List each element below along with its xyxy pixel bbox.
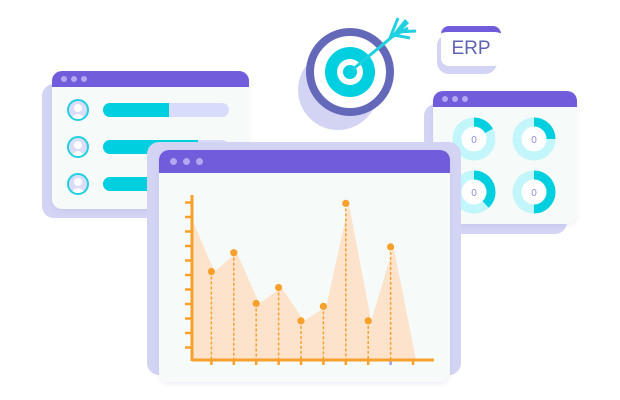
window-dot xyxy=(61,76,67,82)
window-dot xyxy=(170,158,177,165)
target-arrow-icon xyxy=(298,17,417,130)
data-point xyxy=(252,299,260,308)
window-dot xyxy=(196,158,203,165)
user-avatar-icon xyxy=(67,173,89,195)
user-avatar-icon xyxy=(67,136,89,158)
erp-label: ERP xyxy=(451,38,491,59)
data-point xyxy=(207,267,215,276)
donut-value: 0 xyxy=(531,135,537,146)
donut-value: 0 xyxy=(471,135,477,146)
data-point xyxy=(319,302,327,310)
window-titlebar xyxy=(159,150,450,173)
donut-value: 0 xyxy=(471,188,477,199)
data-point xyxy=(387,243,395,251)
window-dot xyxy=(462,96,468,102)
data-point xyxy=(342,199,350,207)
donut-value: 0 xyxy=(531,188,537,199)
erp-card: ERP xyxy=(441,26,501,66)
data-point xyxy=(364,317,372,325)
user-progress-bar xyxy=(103,103,229,117)
data-point xyxy=(230,249,238,257)
window-dot xyxy=(452,96,458,102)
window-titlebar xyxy=(433,91,577,107)
user-avatar-icon xyxy=(67,99,89,121)
chart-area xyxy=(192,203,416,360)
donut-chart: 0 xyxy=(512,117,556,161)
data-point xyxy=(275,283,283,292)
donut-chart: 0 xyxy=(512,170,556,214)
window-dot xyxy=(183,158,190,165)
window-dot xyxy=(442,96,448,102)
window-dot xyxy=(71,76,77,82)
data-point xyxy=(297,317,305,325)
window-dot xyxy=(81,76,87,82)
donut-chart: 0 xyxy=(452,117,496,161)
window-titlebar xyxy=(52,71,249,87)
